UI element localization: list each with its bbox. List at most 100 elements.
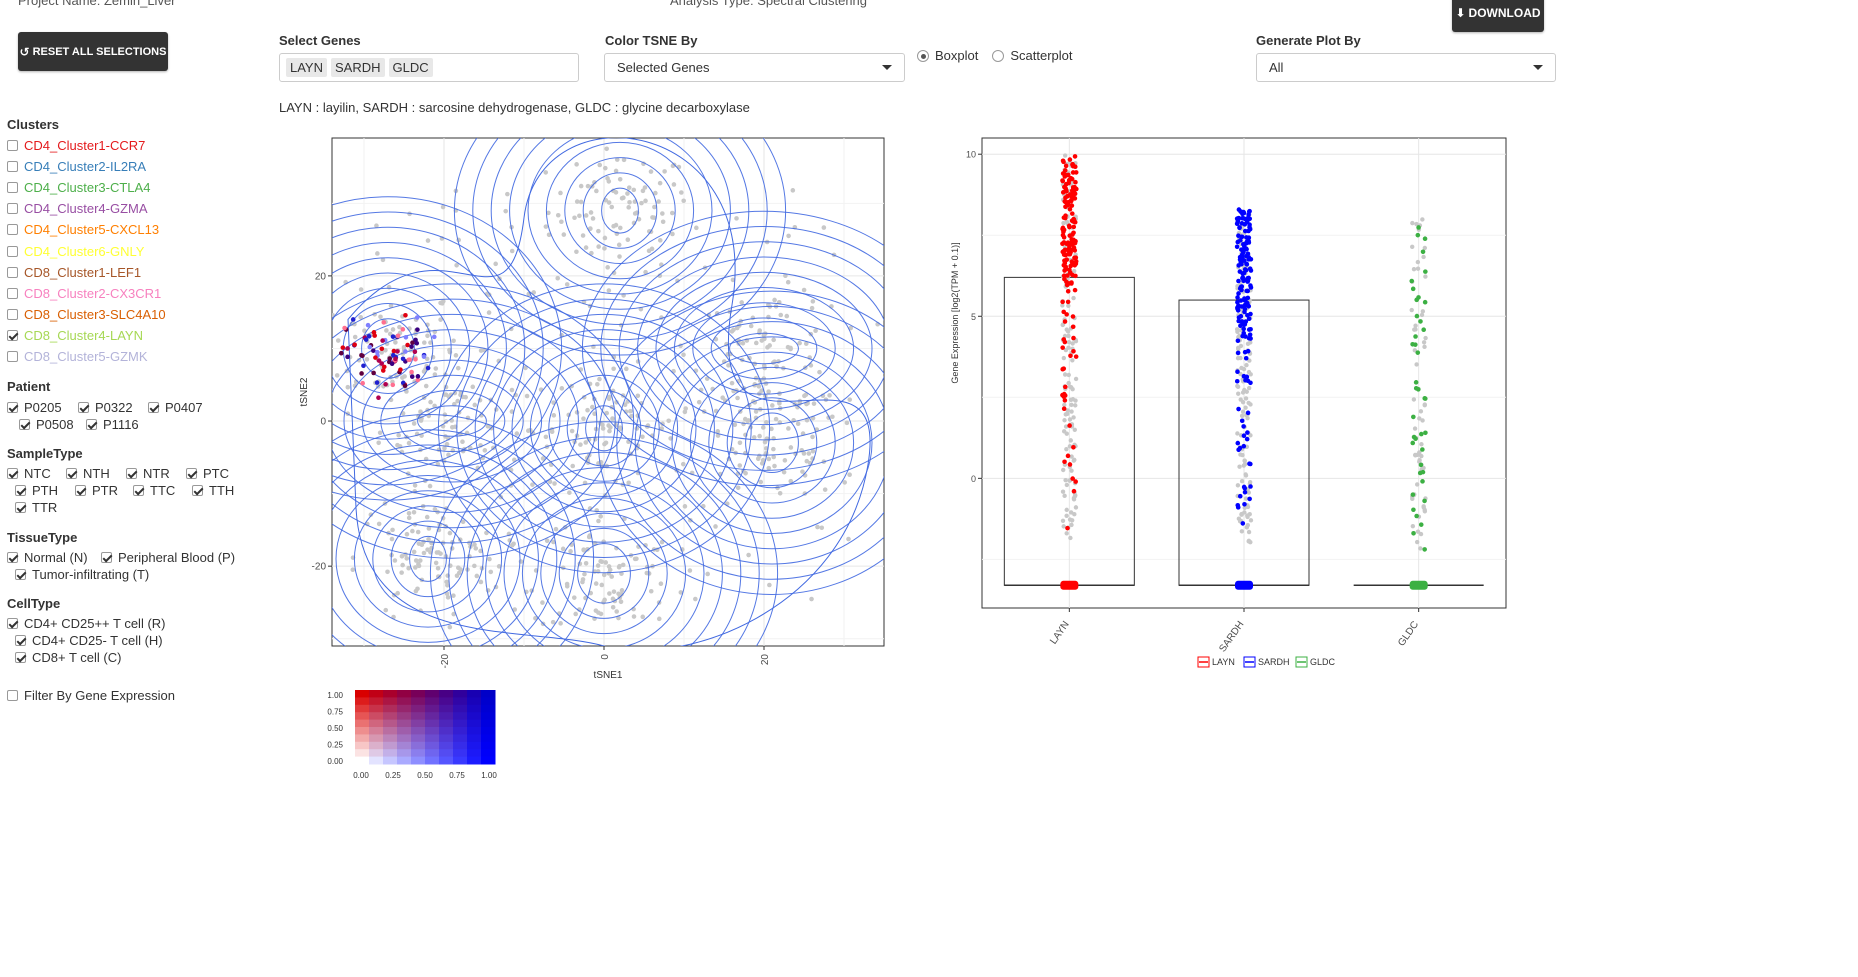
checkbox[interactable] bbox=[7, 266, 18, 278]
checkbox[interactable] bbox=[7, 203, 18, 215]
checkbox[interactable] bbox=[75, 485, 86, 496]
checkbox[interactable] bbox=[148, 402, 159, 413]
legend-cell bbox=[481, 704, 496, 713]
tsne-point bbox=[644, 570, 650, 576]
gene-tag[interactable]: LAYN bbox=[286, 58, 327, 77]
download-button[interactable]: ⬇ DOWNLOAD bbox=[1452, 0, 1544, 32]
checkbox[interactable] bbox=[7, 140, 18, 151]
gene-tag[interactable]: GLDC bbox=[388, 58, 433, 77]
checkbox[interactable] bbox=[15, 502, 26, 513]
sampletype-checkbox[interactable]: TTC bbox=[133, 483, 175, 498]
sampletype-checkbox[interactable]: TTH bbox=[192, 483, 234, 498]
sampletype-checkbox[interactable]: PTH bbox=[15, 483, 58, 498]
checkbox[interactable] bbox=[7, 224, 18, 236]
tsne-point bbox=[586, 534, 592, 540]
checkbox[interactable] bbox=[7, 402, 18, 413]
checkbox[interactable] bbox=[7, 690, 18, 701]
radio-boxplot[interactable]: Boxplot bbox=[917, 48, 978, 63]
tsne-point bbox=[769, 426, 774, 432]
checkbox[interactable] bbox=[192, 485, 203, 496]
tissuetype-checkbox[interactable]: Normal (N) bbox=[7, 550, 88, 565]
radio-circle[interactable] bbox=[917, 49, 929, 62]
celltype-checkbox[interactable]: CD8+ T cell (C) bbox=[15, 650, 121, 665]
select-genes-input[interactable]: LAYN SARDH GLDC bbox=[279, 53, 579, 82]
expression-point bbox=[1411, 531, 1416, 536]
checkbox[interactable] bbox=[7, 182, 18, 194]
checkbox[interactable] bbox=[15, 569, 26, 580]
checkbox[interactable] bbox=[7, 552, 18, 563]
expression-point-gray bbox=[1417, 450, 1422, 455]
checkbox[interactable] bbox=[15, 635, 26, 646]
legend-cell bbox=[425, 734, 440, 743]
tsne-point bbox=[606, 288, 612, 293]
tsne-point bbox=[759, 461, 765, 466]
tsne-point bbox=[572, 215, 577, 221]
filter-gene-expression-checkbox[interactable]: Filter By Gene Expression bbox=[7, 688, 175, 703]
checkbox[interactable] bbox=[7, 308, 18, 320]
checkbox[interactable] bbox=[186, 468, 197, 479]
checkbox[interactable] bbox=[7, 618, 18, 629]
tsne-point bbox=[803, 392, 809, 397]
tsne-point bbox=[323, 335, 328, 340]
tsne-point bbox=[844, 420, 850, 426]
checkbox[interactable] bbox=[15, 485, 26, 496]
checkbox[interactable] bbox=[66, 468, 77, 479]
sampletype-checkbox[interactable]: PTC bbox=[186, 466, 229, 481]
patient-checkbox[interactable]: P1116 bbox=[86, 417, 139, 432]
cluster-checkbox[interactable]: CD8_Cluster2-CX3CR1 bbox=[7, 286, 161, 301]
sampletype-checkbox[interactable]: NTR bbox=[126, 466, 170, 481]
tsne-point bbox=[478, 548, 483, 554]
gene-tag[interactable]: SARDH bbox=[331, 58, 385, 77]
expression-point bbox=[1060, 225, 1066, 231]
tissuetype-checkbox[interactable]: Peripheral Blood (P) bbox=[101, 550, 235, 565]
patient-checkbox[interactable]: P0508 bbox=[19, 417, 74, 432]
checkbox[interactable] bbox=[15, 652, 26, 663]
checkbox[interactable] bbox=[126, 468, 137, 479]
reset-all-button[interactable]: ↺ RESET ALL SELECTIONS bbox=[18, 32, 168, 71]
highlighted-point bbox=[390, 352, 396, 358]
patient-checkbox[interactable]: P0205 bbox=[7, 400, 62, 415]
checkbox[interactable] bbox=[7, 329, 18, 341]
checkbox[interactable] bbox=[19, 419, 30, 430]
checkbox[interactable] bbox=[86, 419, 97, 430]
checkbox[interactable] bbox=[7, 287, 18, 299]
cluster-checkbox[interactable]: CD8_Cluster4-LAYN bbox=[7, 328, 143, 343]
sampletype-checkbox[interactable]: PTR bbox=[75, 483, 118, 498]
cluster-checkbox[interactable]: CD4_Cluster1-CCR7 bbox=[7, 138, 145, 153]
tsne-point bbox=[454, 573, 460, 579]
patient-checkbox[interactable]: P0407 bbox=[148, 400, 203, 415]
cluster-checkbox[interactable]: CD4_Cluster5-CXCL13 bbox=[7, 222, 159, 237]
tissuetype-checkbox[interactable]: Tumor-infiltrating (T) bbox=[15, 567, 149, 582]
celltype-checkbox[interactable]: CD4+ CD25- T cell (H) bbox=[15, 633, 163, 648]
density-contour bbox=[398, 390, 506, 453]
checkbox[interactable] bbox=[78, 402, 89, 413]
checkbox[interactable] bbox=[7, 161, 18, 173]
generate-plot-select[interactable]: All bbox=[1256, 53, 1556, 82]
cluster-checkbox[interactable]: CD4_Cluster2-IL2RA bbox=[7, 159, 146, 174]
color-tsne-select[interactable]: Selected Genes bbox=[604, 53, 905, 82]
patient-checkbox[interactable]: P0322 bbox=[78, 400, 133, 415]
celltype-checkbox[interactable]: CD4+ CD25++ T cell (R) bbox=[7, 616, 166, 631]
expression-point-gray bbox=[1246, 369, 1252, 375]
sampletype-checkbox[interactable]: TTR bbox=[15, 500, 57, 515]
legend-cell bbox=[439, 734, 454, 743]
cluster-checkbox[interactable]: CD4_Cluster4-GZMA bbox=[7, 201, 148, 216]
radio-scatterplot[interactable]: Scatterplot bbox=[992, 48, 1073, 63]
cluster-checkbox[interactable]: CD4_Cluster6-GNLY bbox=[7, 244, 144, 259]
tsne-point bbox=[601, 539, 606, 545]
radio-circle[interactable] bbox=[992, 49, 1005, 62]
sampletype-checkbox[interactable]: NTC bbox=[7, 466, 51, 481]
tsne-point bbox=[433, 560, 439, 566]
checkbox[interactable] bbox=[7, 245, 18, 257]
checkbox[interactable] bbox=[7, 468, 18, 479]
cluster-checkbox[interactable]: CD8_Cluster5-GZMK bbox=[7, 349, 148, 364]
tsne-point bbox=[581, 416, 586, 421]
checkbox[interactable] bbox=[7, 351, 18, 362]
expression-point-gray bbox=[1239, 529, 1245, 534]
cluster-checkbox[interactable]: CD8_Cluster3-SLC4A10 bbox=[7, 307, 166, 322]
checkbox[interactable] bbox=[101, 552, 112, 563]
sampletype-checkbox[interactable]: NTH bbox=[66, 466, 110, 481]
checkbox[interactable] bbox=[133, 485, 144, 496]
cluster-checkbox[interactable]: CD4_Cluster3-CTLA4 bbox=[7, 180, 150, 195]
cluster-checkbox[interactable]: CD8_Cluster1-LEF1 bbox=[7, 265, 141, 280]
